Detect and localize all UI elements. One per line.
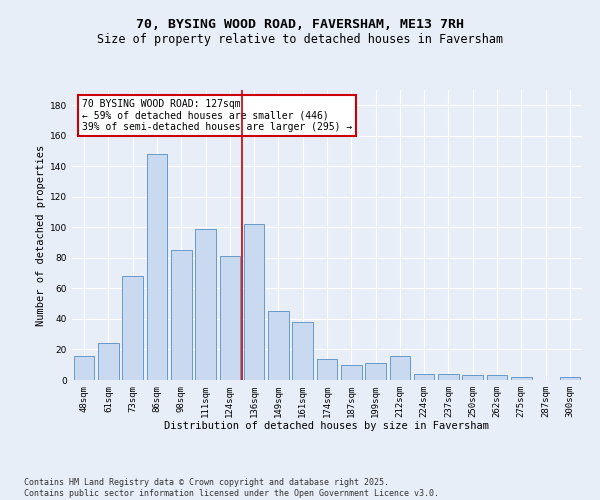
Text: Contains HM Land Registry data © Crown copyright and database right 2025.
Contai: Contains HM Land Registry data © Crown c… [24,478,439,498]
Bar [146,154,167,380]
Bar [171,250,191,380]
Bar [560,377,580,380]
Bar [220,256,240,380]
Bar [414,374,434,380]
Bar [487,376,508,380]
Bar [195,229,216,380]
Bar [317,358,337,380]
Bar [365,363,386,380]
Text: Size of property relative to detached houses in Faversham: Size of property relative to detached ho… [97,32,503,46]
Bar [511,377,532,380]
Bar [292,322,313,380]
Y-axis label: Number of detached properties: Number of detached properties [36,144,46,326]
Bar [74,356,94,380]
X-axis label: Distribution of detached houses by size in Faversham: Distribution of detached houses by size … [164,422,490,432]
Text: 70, BYSING WOOD ROAD, FAVERSHAM, ME13 7RH: 70, BYSING WOOD ROAD, FAVERSHAM, ME13 7R… [136,18,464,30]
Bar [341,364,362,380]
Bar [122,276,143,380]
Bar [268,312,289,380]
Bar [438,374,459,380]
Bar [244,224,265,380]
Text: 70 BYSING WOOD ROAD: 127sqm
← 59% of detached houses are smaller (446)
39% of se: 70 BYSING WOOD ROAD: 127sqm ← 59% of det… [82,98,352,132]
Bar [98,344,119,380]
Bar [463,376,483,380]
Bar [389,356,410,380]
